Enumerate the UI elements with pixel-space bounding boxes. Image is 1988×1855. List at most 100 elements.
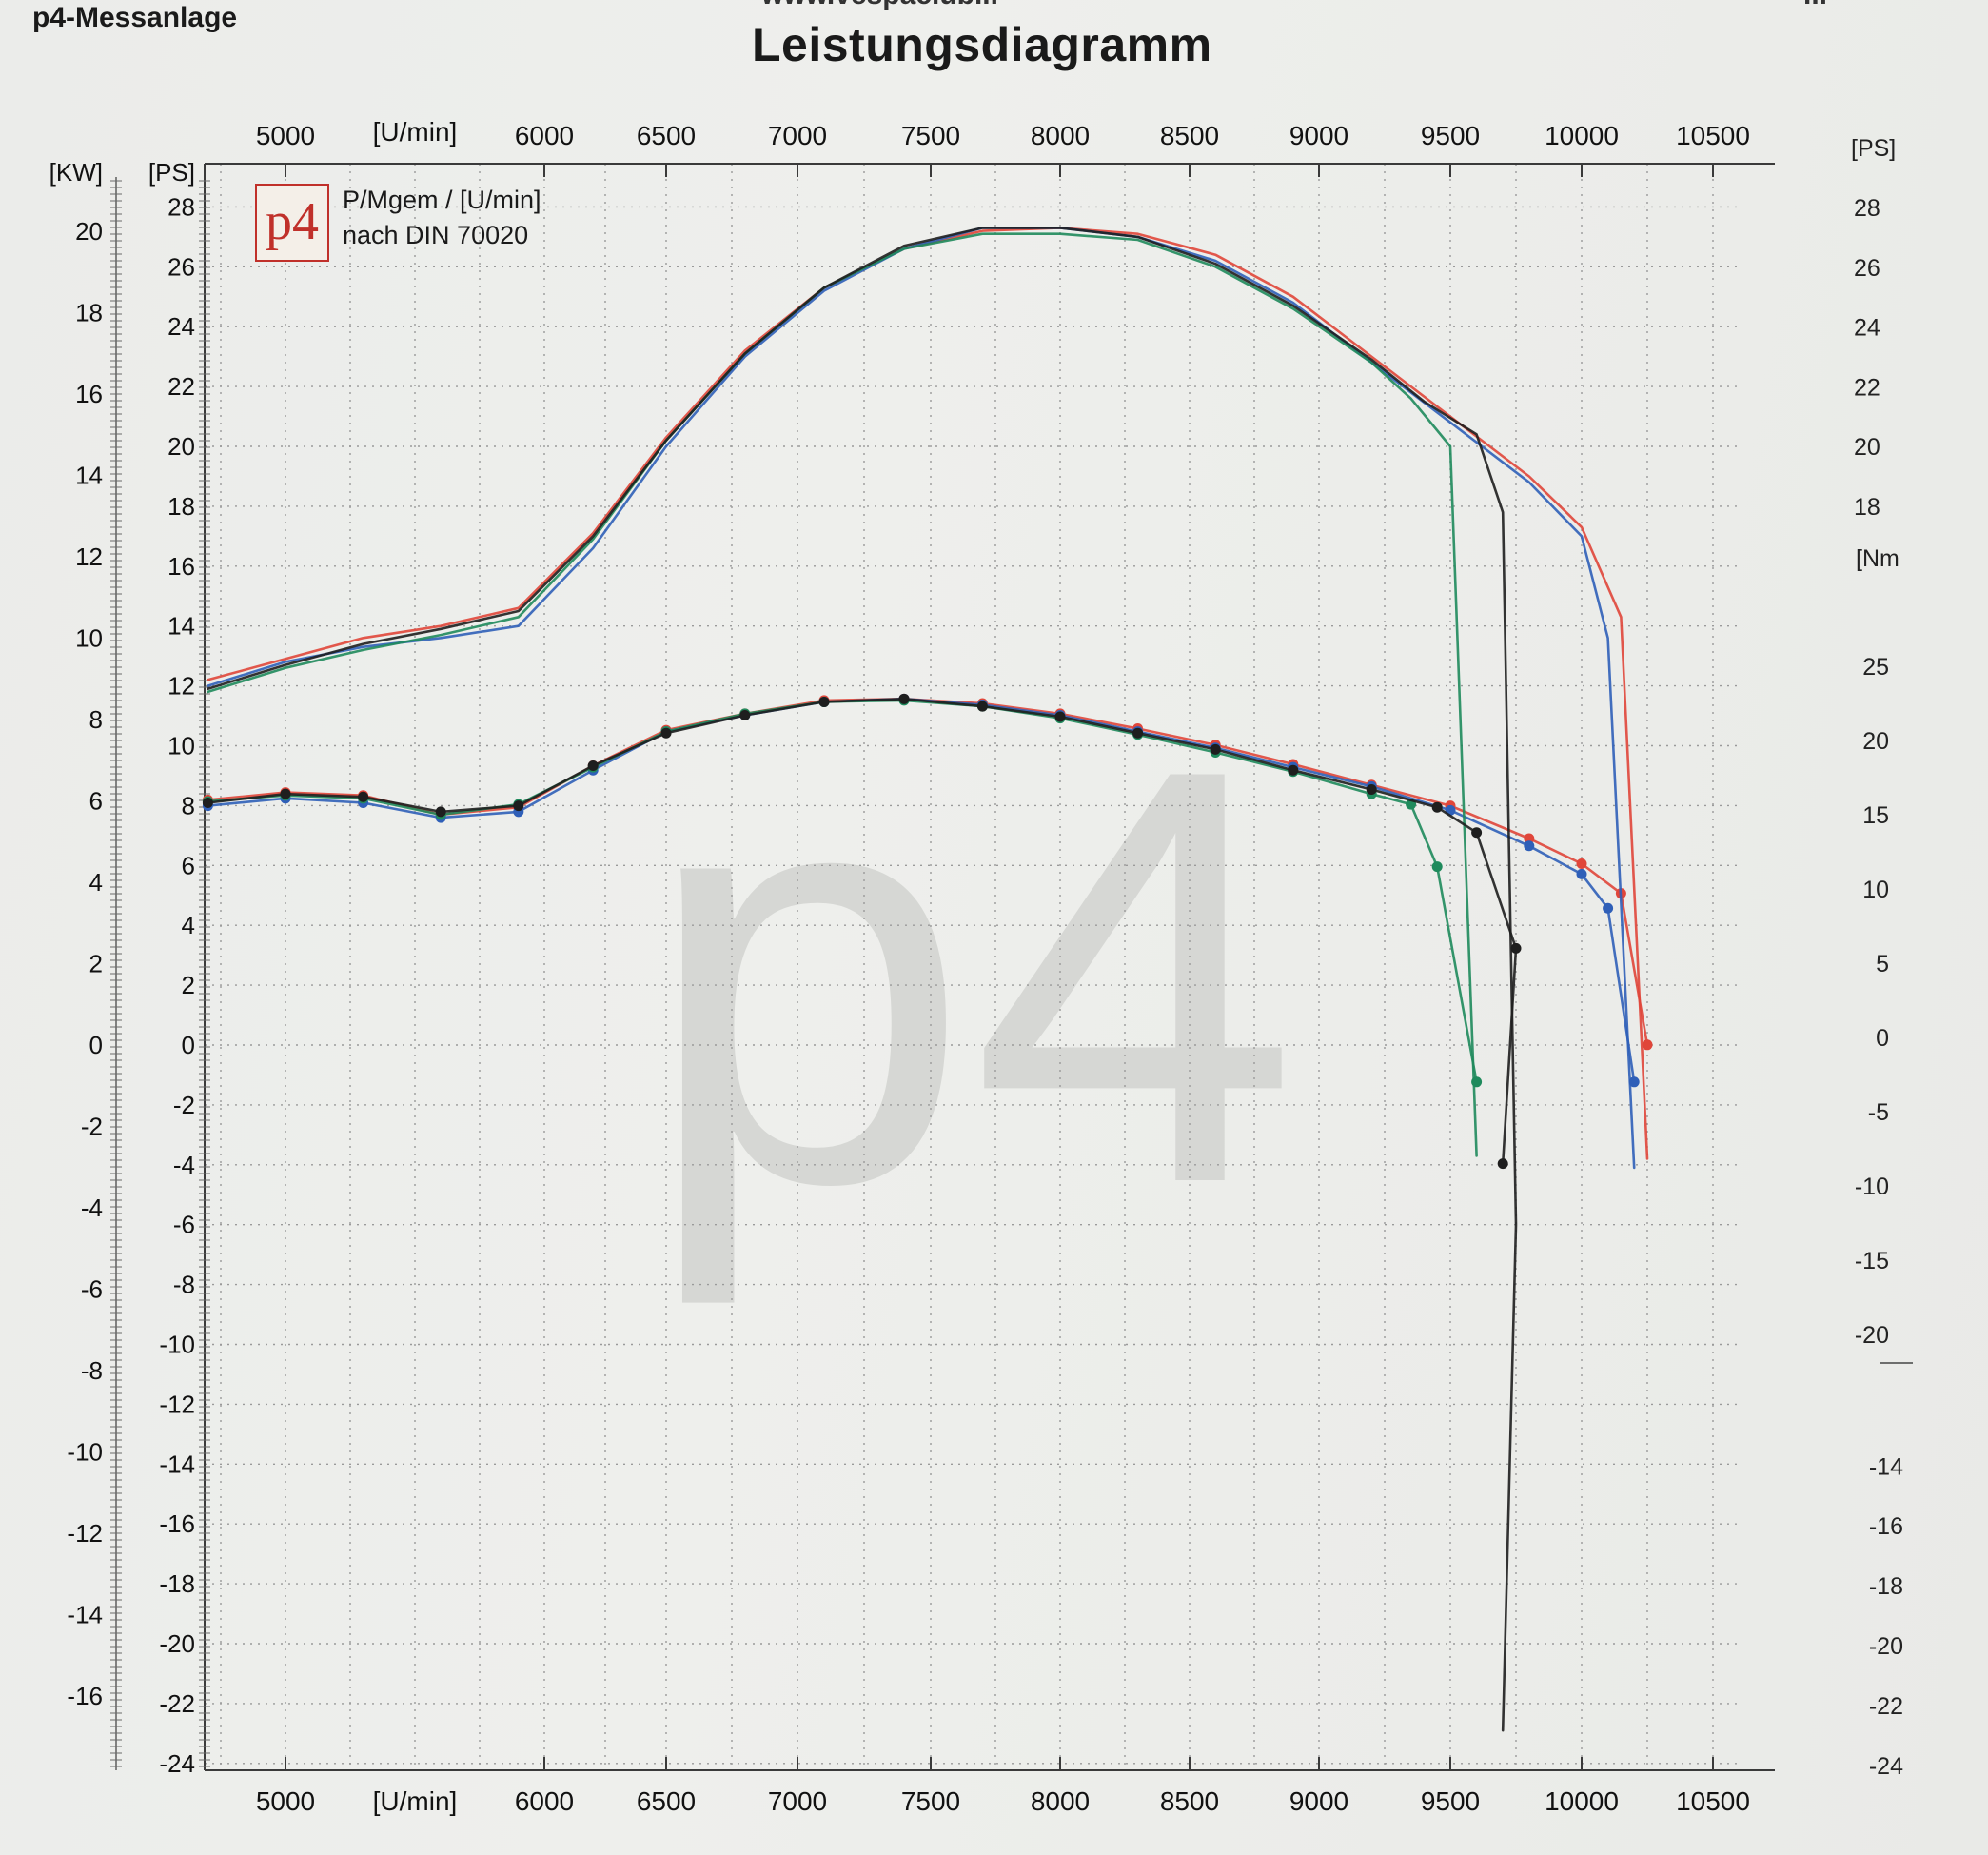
torque-point-red [1576,858,1587,869]
kw-axis-label: [KW] [49,158,103,187]
ps-tick-label: -6 [173,1211,195,1239]
ps-tick-label: -8 [173,1271,195,1299]
torque-point-black [1054,711,1066,722]
x-tick-label-top: 7000 [768,121,827,150]
torque-point-blue [1524,840,1535,852]
grid [205,164,1742,1770]
torque-point-green [1471,1076,1483,1088]
website-label: www.vespaclub... [761,0,998,11]
kw-tick-label: -12 [67,1519,103,1548]
ps-tick-label: 10 [167,732,195,760]
x-tick-label-bottom: 7000 [768,1786,827,1816]
torque-point-black [1366,783,1377,795]
right-nm-label: [Nm [1856,545,1899,572]
kw-tick-label: 14 [75,461,103,489]
ps-tick-label: 4 [182,911,195,939]
right-nm-tick-label: 5 [1876,951,1889,977]
kw-tick-label: 20 [75,217,103,246]
x-tick-label-bottom: 9000 [1289,1786,1348,1816]
right-nm-tick-label: 0 [1876,1025,1889,1052]
torque-point-black [280,788,291,799]
kw-tick-label: -14 [67,1601,103,1629]
torque-point-green [1431,861,1443,873]
x-tick-label-top: 8000 [1031,121,1090,150]
right-nm-tick-label: -15 [1855,1248,1889,1274]
x-tick-label-top: 10500 [1676,121,1750,150]
kw-tick-label: 6 [89,786,103,815]
torque-point-red [1524,833,1535,844]
kw-tick-label: -4 [81,1194,103,1222]
torque-point-red [1642,1039,1653,1051]
ps-tick-label: 20 [167,432,195,461]
ps-tick-label: -22 [159,1689,195,1718]
x-tick-label-bottom: 6500 [637,1786,696,1816]
ps-tick-label: -2 [173,1091,195,1119]
kw-tick-label: 8 [89,705,103,734]
torque-point-black [1471,827,1483,839]
kw-tick-label: 18 [75,298,103,326]
ps-tick-label: -16 [159,1510,195,1538]
legend-logo-box: p4 [255,184,329,262]
torque-point-black [976,701,988,712]
ps-tick-label: 18 [167,492,195,521]
kw-tick-label: 0 [89,1031,103,1059]
right-nm-tick-label: -5 [1868,1099,1889,1126]
x-tick-label-top: 10000 [1545,121,1619,150]
torque-point-black [435,806,446,818]
ps-tick-label: 16 [167,552,195,581]
torque-point-black [1497,1158,1508,1170]
x-tick-label-bottom: 10000 [1545,1786,1619,1816]
torque-point-black [358,791,369,802]
right-lower-tick-label: -14 [1869,1453,1903,1480]
torque-point-black [739,709,751,720]
x-tick-label-bottom: 10500 [1676,1786,1750,1816]
torque-point-black [1210,743,1221,755]
ps-tick-label: -4 [173,1151,195,1179]
ps-tick-label: -20 [159,1629,195,1658]
x-tick-label-bottom: 7500 [901,1786,960,1816]
torque-point-black [202,798,213,809]
x-tick-label-top: 6000 [515,121,574,150]
ps-tick-label: 6 [182,851,195,879]
torque-point-blue [1628,1076,1640,1088]
right-nm-tick-label: 25 [1862,654,1889,681]
ps-tick-label: -24 [159,1749,195,1778]
power-curve-black [207,227,1518,1732]
right-ps-tick-label: 24 [1854,315,1880,342]
kw-tick-label: -8 [81,1356,103,1385]
series [202,227,1653,1732]
torque-point-black [1510,942,1522,954]
ps-tick-label: -10 [159,1331,195,1359]
x-tick-label-bottom: 5000 [256,1786,315,1816]
x-tick-label-bottom: 8000 [1031,1786,1090,1816]
watermark-logo: p4 [642,647,1299,1310]
corner-label: ... [1803,0,1827,11]
right-ps-tick-label: 20 [1854,434,1880,461]
ps-tick-label: 28 [167,192,195,221]
right-ps-tick-label: 26 [1854,255,1880,282]
power-curve-green [207,232,1478,1157]
x-tick-label-top: 9000 [1289,121,1348,150]
axes: 5000500060006000650065007000700075007500… [49,117,1913,1816]
ps-tick-label: 8 [182,791,195,819]
ps-tick-label: 26 [167,252,195,281]
torque-point-black [1288,764,1299,776]
legend-logo: p4 [266,192,319,251]
right-nm-tick-label: 15 [1862,802,1889,829]
torque-curve-black [207,698,1518,1165]
kw-tick-label: 2 [89,949,103,977]
x-tick-label-bottom: 9500 [1421,1786,1480,1816]
ps-tick-label: 24 [167,312,195,341]
torque-point-blue [1603,902,1614,914]
legend-line-2: nach DIN 70020 [343,221,529,249]
ps-tick-label: -14 [159,1450,195,1478]
torque-point-black [513,800,524,812]
right-nm-tick-label: 20 [1862,728,1889,755]
kw-tick-label: -6 [81,1275,103,1304]
torque-point-black [587,760,599,772]
ps-tick-label: -18 [159,1569,195,1598]
brand-label: p4-Messanlage [32,2,238,33]
kw-tick-label: -2 [81,1113,103,1141]
